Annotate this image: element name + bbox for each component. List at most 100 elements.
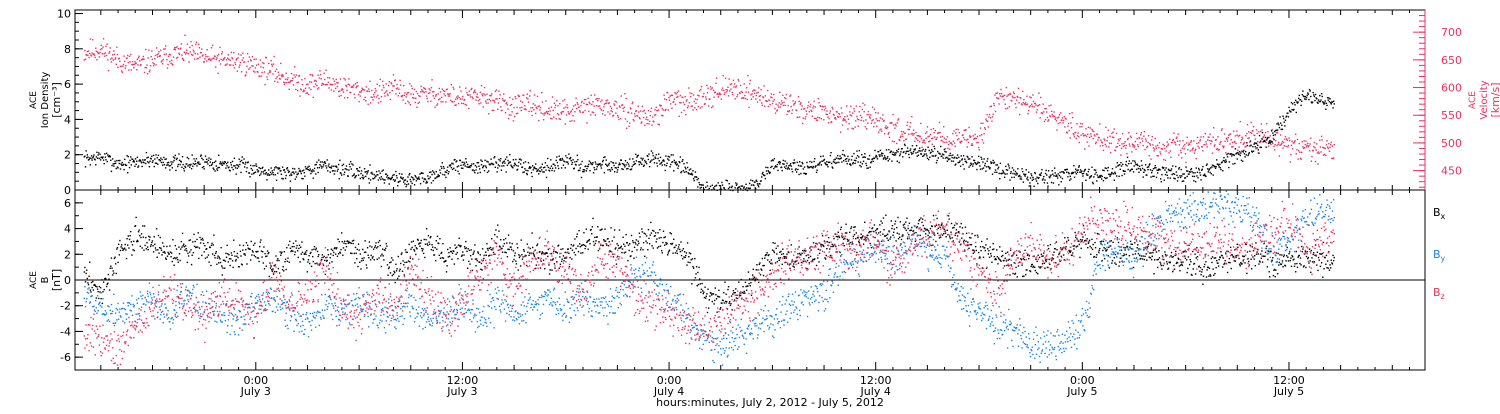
velocity-series-point [1036,111,1037,112]
velocity-series-point [1203,136,1204,137]
density-series-point [90,158,91,159]
velocity-series-point [1183,145,1184,146]
velocity-series-point [188,61,189,62]
velocity-series-point [312,75,313,76]
velocity-series-point [484,87,485,88]
bx-series-point [131,254,132,255]
velocity-series-point [779,92,780,93]
velocity-series-point [1105,144,1106,145]
density-series-point [501,169,502,170]
velocity-series-point [1202,150,1203,151]
density-series-point [199,163,200,164]
velocity-series-point [122,72,123,73]
density-series-point [1173,177,1174,178]
density-series-point [1299,95,1300,96]
velocity-series-point [1117,143,1118,144]
velocity-series-point [1053,111,1054,112]
velocity-series-point [709,98,710,99]
density-series-point [158,155,159,156]
velocity-series-point [869,116,870,117]
density-series-point [1103,180,1104,181]
velocity-series-point [858,119,859,120]
density-series-point [714,186,715,187]
velocity-series-point [1239,135,1240,136]
density-series-point [164,159,165,160]
velocity-series-point [1215,139,1216,140]
density-series-point [135,164,136,165]
velocity-series-point [637,106,638,107]
density-series-point [909,150,910,151]
density-series-point [289,171,290,172]
velocity-series-point [1109,143,1110,144]
density-series-point [894,154,895,155]
velocity-series-point [287,79,288,80]
density-series-point [1302,90,1303,91]
velocity-series-point [841,112,842,113]
density-series-point [699,184,700,185]
density-series-point [128,156,129,157]
velocity-series-point [1155,145,1156,146]
density-series-point [160,160,161,161]
density-series-point [529,166,530,167]
velocity-series-point [238,53,239,54]
velocity-series-point [1083,135,1084,136]
density-series-point [1173,173,1174,174]
density-series-point [1102,169,1103,170]
velocity-series-point [1124,145,1125,146]
density-series-point [725,180,726,181]
density-series-point [123,164,124,165]
density-series-point [908,154,909,155]
left-tick-label-top-5: 10 [57,8,71,21]
bx-series-point [120,246,121,247]
velocity-series-point [757,101,758,102]
velocity-series-point [730,88,731,89]
velocity-series-point [211,58,212,59]
velocity-series-point [223,58,224,59]
velocity-series-point [924,139,925,140]
velocity-series-point [879,129,880,130]
density-series-point [944,149,945,150]
density-series-point [1146,174,1147,175]
density-series-point [339,178,340,179]
velocity-series-point [190,51,191,52]
density-series-point [215,160,216,161]
bx-series-point [226,245,227,246]
density-series-point [261,171,262,172]
bx-series-point [160,248,161,249]
velocity-series-point [1130,135,1131,136]
density-series-point [838,162,839,163]
density-series-point [273,174,274,175]
density-series-point [233,165,234,166]
density-series-point [361,177,362,178]
density-series-point [471,165,472,166]
velocity-series-point [311,82,312,83]
velocity-series-point [393,85,394,86]
velocity-series-point [930,129,931,130]
density-series-point [161,162,162,163]
velocity-series-point [1026,104,1027,105]
velocity-series-point [543,114,544,115]
velocity-series-point [1006,87,1007,88]
velocity-series-point [414,102,415,103]
density-series-point [437,176,438,177]
velocity-series-point [229,60,230,61]
bx-series-point [111,257,112,258]
velocity-series-point [134,64,135,65]
density-series-point [272,170,273,171]
velocity-series-point [438,99,439,100]
bx-series-point [150,246,151,247]
velocity-series-point [1155,138,1156,139]
velocity-series-point [120,66,121,67]
density-series-point [126,155,127,156]
density-series-point [1133,165,1134,166]
density-series-point [1288,116,1289,117]
velocity-series-point [372,97,373,98]
velocity-series-point [783,102,784,103]
density-series-point [800,173,801,174]
velocity-series-point [161,60,162,61]
density-series-point [1047,182,1048,183]
density-series-point [1010,173,1011,174]
velocity-series-point [1185,153,1186,154]
velocity-series-point [643,117,644,118]
velocity-series-point [1195,149,1196,150]
